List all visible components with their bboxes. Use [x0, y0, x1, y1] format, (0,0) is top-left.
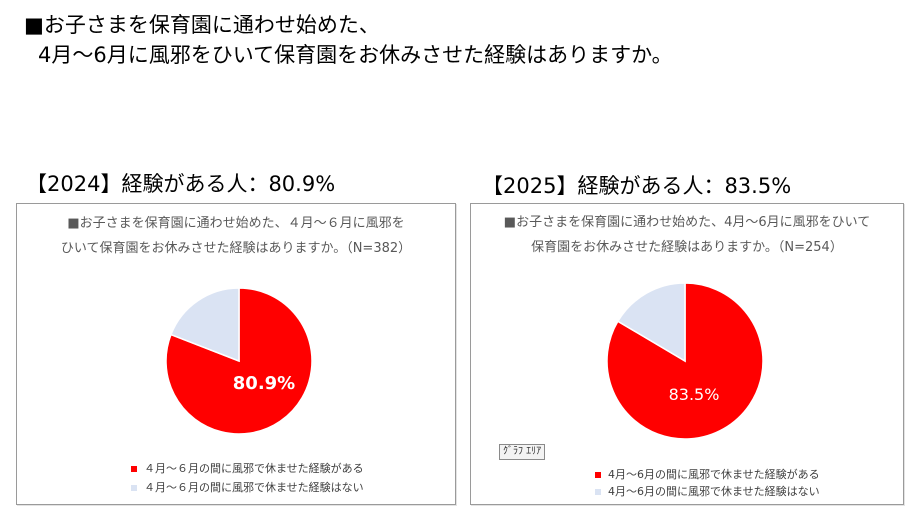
legend-label: 4月～6月の間に風邪で休ませた経験はない [608, 485, 820, 498]
pie-slice-not-experienced [616, 282, 686, 363]
chart-2024-title: ■お子さまを保育園に通わせ始めた、４月～６月に風邪を ひいて保育園をお休みさせた… [17, 211, 455, 261]
legend-item-experienced: 4月～6月の間に風邪で休ませた経験がある [595, 466, 820, 483]
chart-2025-title-line1: ■お子さまを保育園に通わせ始めた、4月～6月に風邪をひいて [503, 215, 871, 230]
legend-label: ４月～６月の間に風邪で休ませた経験がある [144, 462, 364, 475]
legend-item-not-experienced: ４月～６月の間に風邪で休ませた経験はない [131, 478, 364, 497]
chart-2024-title-line1: ■お子さまを保育園に通わせ始めた、４月～６月に風邪を [67, 216, 405, 231]
chart-2024-heading: 【2024】経験がある人：80.9% [26, 172, 336, 196]
chart-2025-pie: 83.5% [606, 282, 764, 440]
legend-item-experienced: ４月～６月の間に風邪で休ませた経験がある [131, 459, 364, 478]
page-title-line1: ■お子さまを保育園に通わせ始めた、 [24, 13, 380, 37]
legend-swatch-red [595, 471, 601, 478]
page-title-line2: 4月～6月に風邪をひいて保育園をお休みさせた経験はありますか。 [38, 43, 673, 67]
pie-data-label: 83.5% [669, 385, 720, 404]
chart-2025-legend: 4月～6月の間に風邪で休ませた経験がある 4月～6月の間に風邪で休ませた経験はな… [595, 466, 820, 500]
chart-2024-legend: ４月～６月の間に風邪で休ませた経験がある ４月～６月の間に風邪で休ませた経験はな… [131, 459, 364, 497]
chart-2025-heading: 【2025】経験がある人：83.5% [482, 174, 792, 198]
legend-swatch-light [595, 488, 601, 495]
chart-2025-title-line2: 保育園をお休みさせた経験はありますか。（N=254） [531, 240, 843, 255]
pie-slice-experienced [165, 287, 313, 435]
legend-label: 4月～6月の間に風邪で休ませた経験がある [608, 468, 820, 481]
chart-area-tag: ｸﾞﾗﾌ ｴﾘｱ [499, 444, 546, 460]
legend-swatch-light [131, 484, 137, 491]
legend-label: ４月～６月の間に風邪で休ませた経験はない [144, 481, 364, 494]
chart-2024-title-line2: ひいて保育園をお休みさせた経験はありますか。（N=382） [60, 241, 412, 256]
pie-slice-not-experienced [169, 287, 240, 363]
legend-swatch-red [131, 465, 137, 472]
chart-2025-panel: ■お子さまを保育園に通わせ始めた、4月～6月に風邪をひいて 保育園をお休みさせた… [470, 203, 904, 505]
chart-2025-title: ■お子さまを保育園に通わせ始めた、4月～6月に風邪をひいて 保育園をお休みさせた… [471, 210, 903, 260]
chart-2024-panel: ■お子さまを保育園に通わせ始めた、４月～６月に風邪を ひいて保育園をお休みさせた… [16, 203, 456, 505]
page-title: ■お子さまを保育園に通わせ始めた、 4月～6月に風邪をひいて保育園をお休みさせた… [24, 10, 673, 70]
legend-item-not-experienced: 4月～6月の間に風邪で休ませた経験はない [595, 483, 820, 500]
chart-2024-pie: 80.9% [165, 287, 313, 435]
pie-data-label: 80.9% [233, 373, 295, 394]
